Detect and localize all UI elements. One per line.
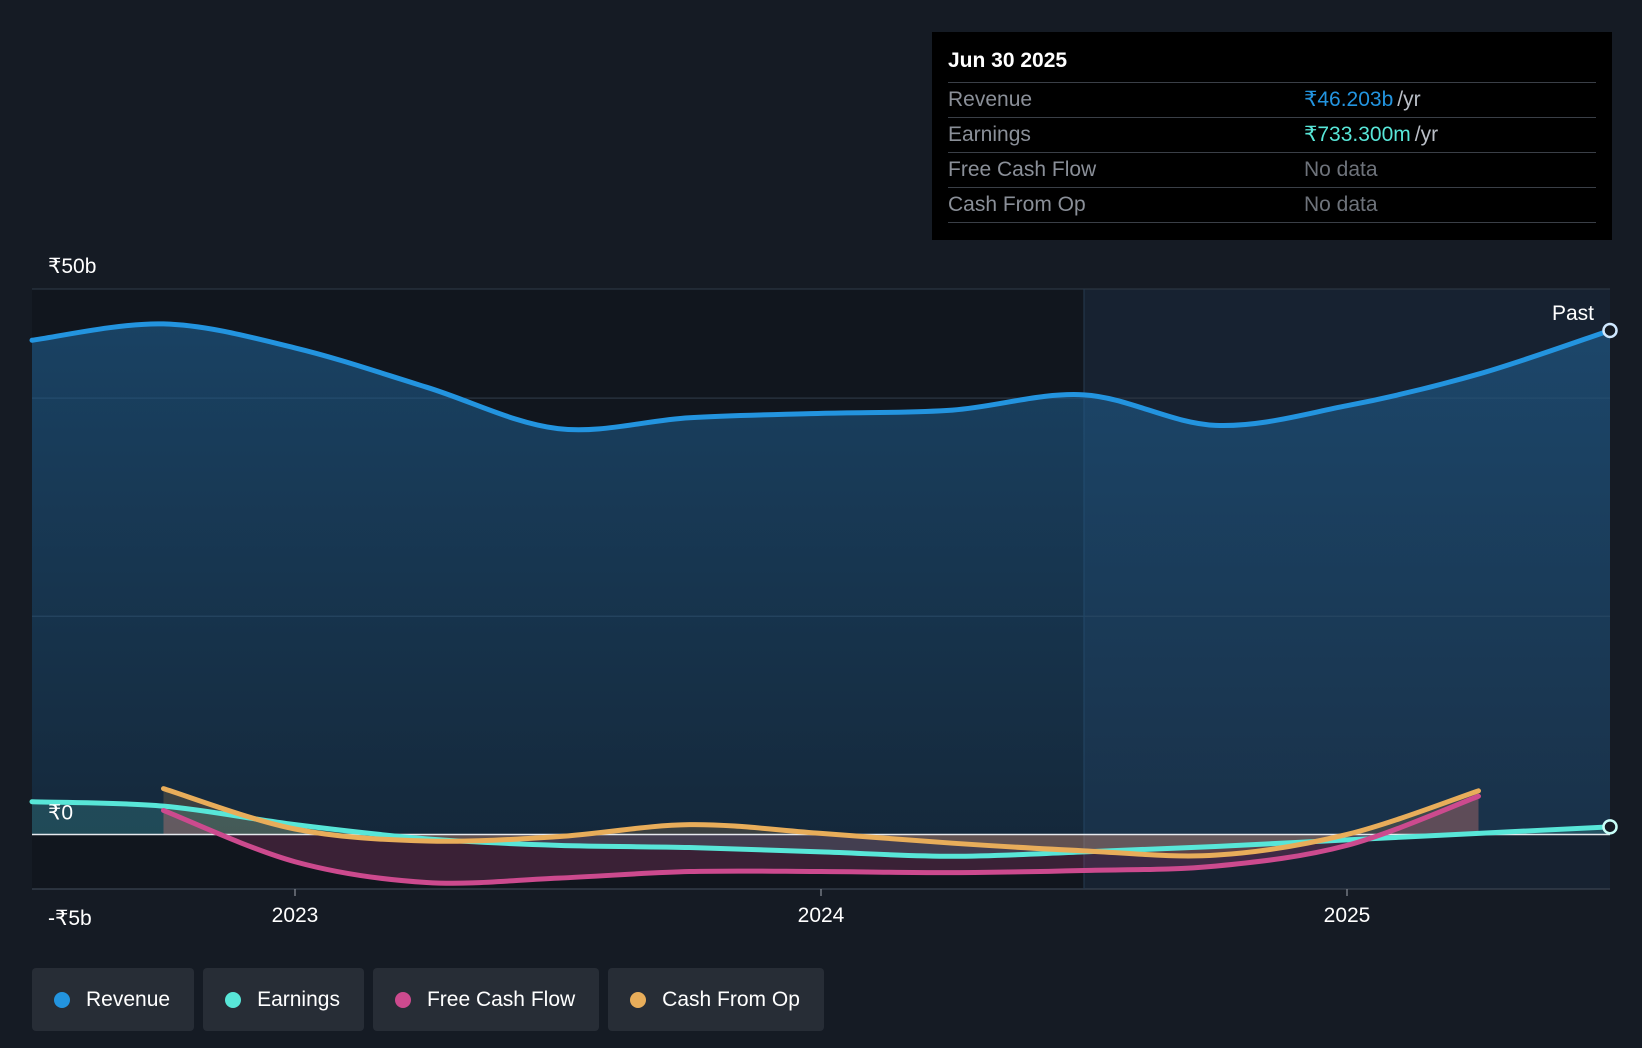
y-axis-labels: ₹50b ₹0 -₹5b [48,255,96,930]
free-cash-flow-line [161,793,1481,886]
legend-dot-icon [225,991,242,1008]
legend-item-revenue[interactable]: Revenue [32,968,195,1031]
tooltip: Jun 30 2025 Revenue ₹46.203b/yr Earnings… [932,32,1612,240]
earnings-unit: /yr [1414,123,1439,146]
tooltip-value: ₹46.203b/yr [1304,83,1421,117]
fcf-value: No data [1304,158,1378,181]
cash-from-op-line [161,786,1481,859]
free-cash-flow-area [163,796,1479,884]
earnings-area [32,801,1610,857]
revenue-line [29,321,1613,433]
legend: Revenue Earnings Free Cash Flow Cash Fro… [32,968,824,1031]
revenue-value: ₹46.203b [1304,88,1394,111]
legend-item-earnings[interactable]: Earnings [203,968,364,1031]
tooltip-label: Revenue [948,88,1033,111]
series-lines [29,321,1613,886]
end-markers [1602,322,1618,835]
tooltip-value: ₹733.300m/yr [1304,118,1438,152]
earnings-value: ₹733.300m [1304,123,1411,146]
tooltip-label: Free Cash Flow [948,158,1097,181]
tooltip-row-free-cash-flow: Free Cash Flow No data [948,153,1596,188]
revenue-area [32,323,1610,835]
series-areas [32,323,1610,884]
tooltip-label: Earnings [948,123,1031,146]
legend-label: Revenue [86,987,171,1011]
earnings-end-marker[interactable] [1602,819,1618,835]
past-label: Past [1552,302,1594,325]
legend-item-cash-from-op[interactable]: Cash From Op [608,968,824,1031]
legend-label: Free Cash Flow [426,987,576,1011]
revenue-unit: /yr [1397,88,1421,111]
cfo-value: No data [1304,193,1378,216]
x-axis: 2023 2024 2025 [272,889,1371,927]
tooltip-label: Cash From Op [948,193,1086,216]
chart-area: ₹50b ₹0 -₹5b 2023 2024 2025 Past [29,255,1618,930]
y-tick-label: ₹50b [48,255,96,278]
tooltip-row-cash-from-op: Cash From Op No data [948,188,1596,223]
y-tick-label: ₹0 [48,801,73,824]
tooltip-row-revenue: Revenue ₹46.203b/yr [948,83,1596,118]
x-tick-label: 2023 [272,904,319,927]
tooltip-row-earnings: Earnings ₹733.300m/yr [948,118,1596,153]
tooltip-date: Jun 30 2025 [948,46,1596,83]
legend-dot-icon [630,991,647,1008]
revenue-end-marker[interactable] [1602,322,1618,339]
legend-dot-icon [394,991,411,1008]
legend-label: Earnings [257,987,340,1011]
earnings-line [29,799,1613,859]
legend-item-free-cash-flow[interactable]: Free Cash Flow [372,968,600,1031]
x-tick-label: 2024 [798,904,845,927]
legend-label: Cash From Op [662,987,800,1011]
legend-dot-icon [54,991,70,1008]
x-tick-label: 2025 [1324,904,1371,927]
y-tick-label: -₹5b [48,907,92,930]
